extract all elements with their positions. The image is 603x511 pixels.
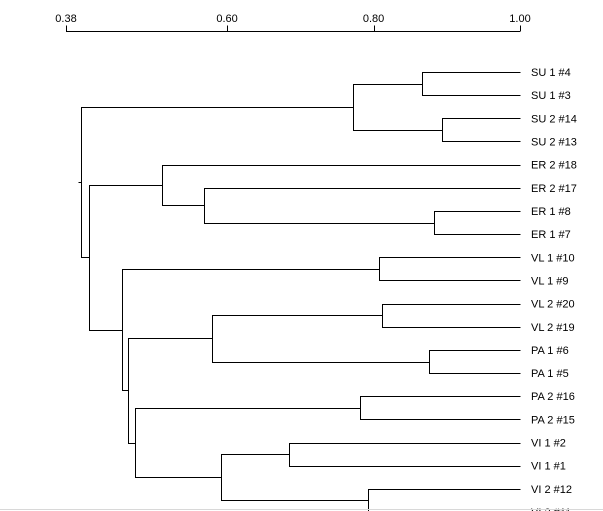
- branch-n8: [382, 304, 521, 328]
- branch-n6: [162, 165, 521, 206]
- branch-n2: [442, 118, 521, 142]
- branch-n12: [289, 443, 521, 467]
- branch-n4: [434, 211, 521, 235]
- branch-n18: [89, 185, 163, 331]
- leaf-label: ER 1 #7: [531, 229, 571, 241]
- branch-n9: [429, 350, 521, 374]
- leaf-label: PA 1 #6: [531, 345, 569, 357]
- branch-n10: [212, 315, 430, 363]
- leaf-label: SU 2 #13: [531, 136, 577, 148]
- leaf-label: PA 2 #15: [531, 414, 575, 426]
- leaf-label: PA 2 #16: [531, 391, 575, 403]
- branch-n5: [204, 188, 521, 224]
- branch-n16: [128, 338, 213, 444]
- leaf-label: VL 1 #10: [531, 252, 575, 264]
- leaf-label: VL 1 #9: [531, 275, 569, 287]
- leaf-label: VI 2 #12: [531, 484, 572, 496]
- dendrogram-branches: [78, 72, 521, 511]
- axis-tick-label: 0.38: [55, 13, 76, 25]
- axis-tick-label: 0.80: [363, 13, 384, 25]
- leaf-label: ER 2 #17: [531, 183, 577, 195]
- branch-n7: [379, 257, 521, 281]
- leaf-label: SU 2 #14: [531, 113, 577, 125]
- leaf-labels: SU 1 #4 SU 1 #3 SU 2 #14 SU 2 #13 ER 2 #18 ER…: [531, 67, 577, 511]
- branch-n1: [422, 72, 521, 96]
- leaf-label: SU 1 #4: [531, 67, 571, 79]
- leaf-label: PA 1 #5: [531, 368, 569, 380]
- axis-tick-label: 1.00: [509, 13, 530, 25]
- branch-n11: [360, 396, 521, 420]
- branch-n14: [221, 454, 369, 501]
- branch-n19: [81, 107, 354, 258]
- leaf-label: VL 2 #20: [531, 299, 575, 311]
- leaf-label: ER 2 #18: [531, 160, 577, 172]
- similarity-axis: 0.38 0.60 0.80 1.00: [55, 13, 531, 32]
- leaf-label: SU 1 #3: [531, 90, 571, 102]
- leaf-label: VL 2 #19: [531, 322, 575, 334]
- leaf-label: VI 1 #2: [531, 438, 566, 450]
- axis-tick-label: 0.60: [216, 13, 237, 25]
- leaf-label: VI 1 #1: [531, 461, 566, 473]
- branch-n3: [353, 84, 443, 131]
- branch-n13: [368, 489, 521, 511]
- branch-n17: [122, 269, 380, 391]
- leaf-label: ER 1 #8: [531, 206, 571, 218]
